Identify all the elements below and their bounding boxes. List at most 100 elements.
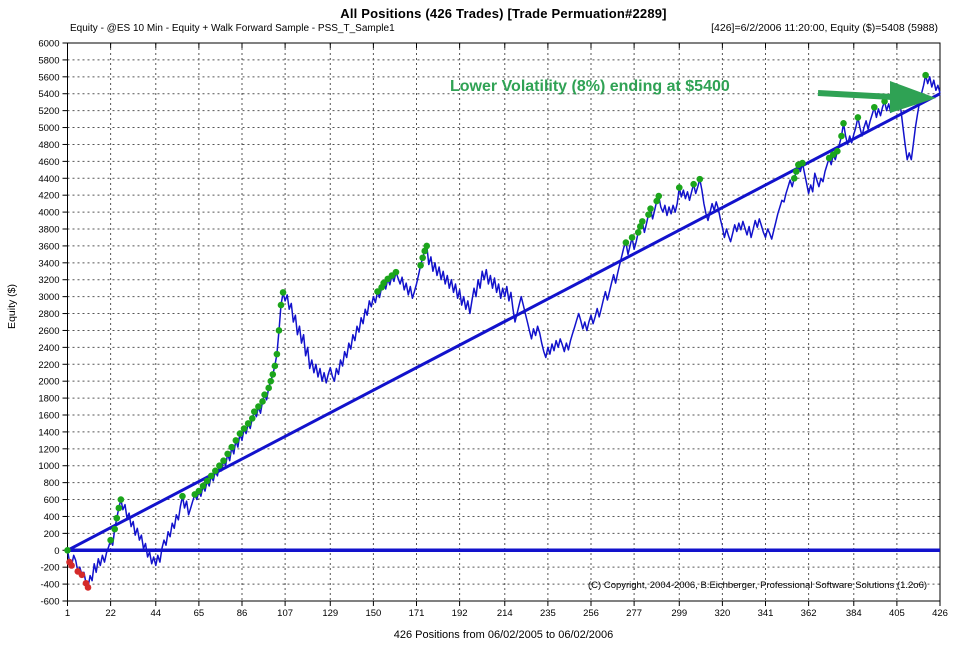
y-axis-tick-label: 5600 <box>38 72 59 83</box>
new-high-dot <box>107 536 114 544</box>
y-axis-tick-label: 3200 <box>38 275 59 286</box>
x-axis-tick-label: 86 <box>237 608 248 619</box>
y-axis-tick-label: 4000 <box>38 208 59 219</box>
y-axis-tick-label: -600 <box>40 597 59 608</box>
y-axis-tick-label: 3600 <box>38 241 59 252</box>
new-high-dot <box>269 371 277 378</box>
trend-line <box>66 92 941 552</box>
new-high-dot <box>271 362 279 370</box>
new-high-dot <box>792 168 800 175</box>
new-high-dot <box>244 420 252 427</box>
plot-border <box>67 42 941 602</box>
x-axis-tick-label: 1 <box>65 608 70 619</box>
new-high-dot <box>655 192 663 200</box>
new-low-dot <box>84 584 92 591</box>
new-high-dot <box>374 288 381 295</box>
new-high-dot <box>639 218 646 225</box>
new-high-dot <box>64 546 71 554</box>
x-axis-caption: 426 Positions from 06/02/2005 to 06/02/2… <box>393 629 614 641</box>
new-high-dot <box>179 492 186 500</box>
new-high-dot <box>240 425 248 432</box>
chart-subtitle: Equity - @ES 10 Min - Equity + Walk Forw… <box>70 23 395 34</box>
axis-ticks <box>62 42 941 606</box>
new-low-dot <box>78 571 86 579</box>
new-high-dot <box>265 384 272 392</box>
new-high-dot <box>423 242 431 250</box>
new-high-dot <box>653 197 660 205</box>
new-high-dot <box>636 223 644 230</box>
new-high-dot <box>392 268 400 276</box>
x-axis-tick-label: 341 <box>758 608 774 619</box>
y-axis-tick-label: 5800 <box>38 55 59 66</box>
new-high-dot <box>417 262 424 269</box>
new-high-dot <box>251 408 258 415</box>
y-axis-tick-label: 2800 <box>38 309 59 320</box>
new-high-dot <box>421 247 429 255</box>
new-high-dot <box>854 114 862 121</box>
new-high-dot <box>275 327 283 334</box>
x-axis-tick-label: 256 <box>583 608 599 619</box>
y-axis-tick-label: 1600 <box>38 411 59 422</box>
new-high-dot <box>645 211 652 218</box>
new-high-dot <box>259 398 266 405</box>
x-axis-tick-label: 426 <box>932 608 948 619</box>
new-high-dot <box>117 496 125 503</box>
new-high-dot <box>690 180 697 188</box>
new-high-dot <box>279 289 287 296</box>
new-high-dot <box>195 487 203 495</box>
new-high-dot <box>248 415 256 422</box>
new-high-dot <box>871 103 878 111</box>
y-axis-tick-label: 800 <box>44 478 60 489</box>
y-axis-tick-label: 6000 <box>38 39 59 50</box>
new-high-dot <box>834 147 841 155</box>
x-axis-tick-label: 192 <box>452 608 468 619</box>
x-axis-tick-label: 129 <box>322 608 338 619</box>
x-axis-tick-label: 171 <box>409 608 425 619</box>
axis-tick-labels: -600-400-2000200400600800100012001400160… <box>38 39 948 620</box>
x-axis-tick-label: 44 <box>150 608 161 619</box>
new-high-dot <box>255 403 262 410</box>
new-high-dot <box>232 437 240 444</box>
y-axis-tick-label: 4800 <box>38 140 59 151</box>
y-axis-tick-label: -200 <box>40 563 59 574</box>
new-high-dot <box>419 254 426 262</box>
x-axis-tick-label: 65 <box>194 608 205 619</box>
y-axis-tick-label: 5200 <box>38 106 59 117</box>
new-high-dot <box>220 457 227 464</box>
y-axis-tick-label: 200 <box>44 529 60 540</box>
x-axis-tick-label: 320 <box>714 608 730 619</box>
y-axis-tick-label: 3800 <box>38 225 59 236</box>
x-axis-tick-label: 22 <box>105 608 116 619</box>
y-axis-tick-label: 2200 <box>38 360 59 371</box>
y-axis-tick-label: 4400 <box>38 174 59 185</box>
x-axis-tick-label: 362 <box>801 608 817 619</box>
new-high-dot <box>261 391 268 399</box>
y-axis-tick-label: 1400 <box>38 427 59 438</box>
copyright-text: (C) Copyright, 2004-2006, B.Eichberger, … <box>588 580 928 591</box>
annotation-arrow <box>817 81 936 113</box>
new-high-dot <box>277 301 285 309</box>
new-high-dot <box>380 279 387 287</box>
y-axis-tick-label: 0 <box>54 546 59 557</box>
equity-curve <box>66 74 941 589</box>
new-high-dot <box>111 525 119 533</box>
new-high-dot <box>203 477 211 485</box>
new-high-dot <box>273 350 281 358</box>
y-axis-tick-label: 1000 <box>38 461 59 472</box>
y-axis-tick-label: 3000 <box>38 292 59 303</box>
new-high-dot <box>228 443 236 451</box>
y-axis-tick-label: 400 <box>44 512 60 523</box>
new-low-dot <box>68 562 75 569</box>
y-axis-tick-label: 5400 <box>38 89 59 100</box>
x-axis-tick-label: 150 <box>365 608 381 619</box>
new-high-dot <box>199 482 207 490</box>
equity-markers <box>64 71 929 591</box>
new-high-dot <box>628 234 636 241</box>
new-high-dot <box>790 174 798 182</box>
x-axis-tick-label: 277 <box>626 608 642 619</box>
new-high-dot <box>799 159 806 167</box>
new-high-dot <box>267 377 275 385</box>
x-axis-tick-label: 384 <box>846 608 862 619</box>
new-high-dot <box>216 462 223 470</box>
